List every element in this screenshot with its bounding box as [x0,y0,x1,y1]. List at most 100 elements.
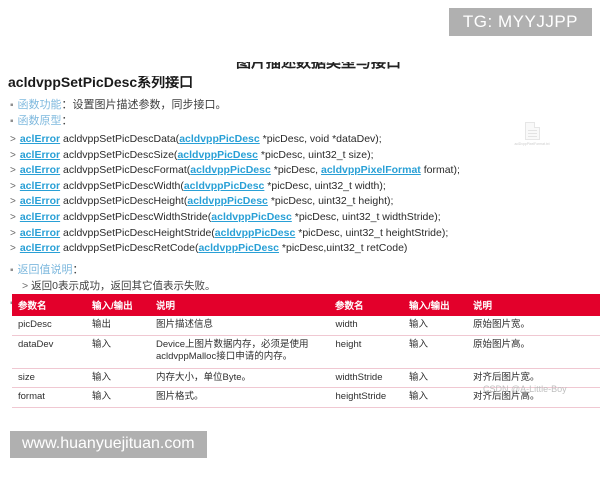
table-header-row: 参数名 输入/输出 说明 参数名 输入/输出 说明 [12,294,600,316]
prototype-tail: *picDesc, uint32_t width); [264,179,386,192]
chevron-right-icon: > [10,243,16,255]
cell-param-name-left: dataDev [12,335,86,369]
type-link-aclerror[interactable]: aclError [19,133,61,145]
prototype-name: acldvppSetPicDescFormat( [60,164,191,177]
file-icon [524,122,540,140]
type-link-aclerror[interactable]: aclError [19,226,61,239]
type-link-picdesc[interactable]: acldvppPicDesc [183,179,265,192]
prototype-name: acldvppSetPicDescSize( [60,148,178,161]
function-purpose-line: ▪ 函数功能：设置图片描述参数，同步接口。 [10,98,480,113]
column-header-io-left: 输入/输出 [86,294,150,316]
type-link-aclerror[interactable]: aclError [19,164,61,177]
prototype-name: acldvppSetPicDescWidthStride( [60,210,212,223]
prototype-item: > aclError acldvppSetPicDescWidth(acldvpp… [10,179,480,195]
cell-desc-right: 对齐后图片宽。 [467,368,600,388]
type-link-aclerror[interactable]: aclError [19,179,61,192]
function-purpose-label: 函数功能 [17,99,62,111]
cell-param-name-right: heightStride [328,387,403,408]
cell-param-name-right: widthStride [328,368,403,388]
chevron-right-icon: > [10,211,16,223]
function-prototype-label: 函数原型 [17,115,62,127]
cell-io-right: 输入 [403,316,467,336]
cell-param-name-right: height [328,335,403,369]
chevron-right-icon: > [10,134,16,145]
prototype-tail: *picDesc,uint32_t retCode) [279,242,408,255]
type-link-aclerror[interactable]: aclError [19,195,61,208]
parameter-table: 参数名 输入/输出 说明 参数名 输入/输出 说明 picDesc 输出 图片描… [12,294,600,408]
type-link-picdesc[interactable]: acldvppPicDesc [211,210,292,223]
column-header-desc-right: 说明 [467,294,600,316]
column-header-param-name-left: 参数名 [12,294,86,316]
type-link-picdesc[interactable]: acldvppPicDesc [187,195,268,208]
prototype-tail: *picDesc, uint32_t widthStride); [291,210,441,223]
function-prototype-line: ▪ 函数原型： [10,114,480,129]
prototype-item: > aclError acldvppSetPicDescSize(acldvppP… [10,148,480,164]
type-link-picdesc[interactable]: acldvppPicDesc [190,164,271,177]
column-header-desc-left: 说明 [150,294,329,316]
type-link-picdesc[interactable]: acldvppPicDesc [214,226,296,239]
prototype-tail: *picDesc, void *dataDev); [259,133,382,145]
type-link-picdesc[interactable]: acldvppPicDesc [179,133,260,145]
prototype-tail: *picDesc, uint32_t size); [257,148,374,161]
cell-desc-left: Device上图片数据内存，必须是使用acldvppMalloc接口申请的内存。 [150,335,329,369]
prototype-list: > aclError acldvppSetPicDescData(acldvppP… [10,132,480,257]
table-row: picDesc 输出 图片描述信息 width 输入 原始图片宽。 [12,316,600,336]
bullet-icon: ▪ [10,116,14,127]
cell-desc-left: 图片格式。 [150,387,329,408]
table-row: size 输入 内存大小，单位Byte。 widthStride 输入 对齐后图… [12,368,600,388]
bullet-icon: ▪ [10,100,14,111]
prototype-tail: *picDesc, uint32_t height); [267,195,394,208]
function-purpose-text: 设置图片描述参数，同步接口。 [72,99,227,111]
cell-desc-right: 对齐后图片高。 [467,387,600,408]
table-row: dataDev 输入 Device上图片数据内存，必须是使用acldvppMal… [12,335,600,369]
colon-2: ： [61,115,73,127]
prototype-item: > aclError acldvppSetPicDescRetCode(acldv… [10,241,480,257]
cell-param-name-right: width [328,316,403,336]
cell-io-left: 输出 [86,316,150,336]
prototype-name: acldvppSetPicDescHeightStride( [60,226,215,239]
attachment-thumbnail[interactable]: aclDvppPixelFormat.txt [500,122,564,146]
table-row: format 输入 图片格式。 heightStride 输入 对齐后图片高。 [12,387,600,408]
cell-desc-left: 内存大小，单位Byte。 [150,368,329,388]
prototype-name: acldvppSetPicDescHeight( [60,195,188,208]
chevron-right-icon: > [10,227,16,239]
cell-param-name-left: format [12,387,86,408]
chevron-right-icon: > [10,196,16,208]
prototype-item: > aclError acldvppSetPicDescData(acldvppP… [10,132,480,148]
bullet-icon: ▪ [10,264,14,276]
cell-desc-right: 原始图片宽。 [467,316,600,336]
content-block: ▪ 函数功能：设置图片描述参数，同步接口。 ▪ 函数原型： > aclError ac… [10,98,480,312]
type-link-aclerror[interactable]: aclError [19,148,61,161]
website-url-banner: www.huanyuejituan.com [10,431,207,458]
type-link-aclerror[interactable]: aclError [19,210,61,223]
colon-1: ： [61,99,73,111]
colon-3: ： [72,263,84,276]
prototype-item: > aclError acldvppSetPicDescHeightStride(… [10,226,480,242]
type-link-picdesc[interactable]: acldvppPicDesc [198,242,279,255]
type-link-aclerror[interactable]: aclError [19,242,61,255]
cell-desc-right: 原始图片高。 [467,335,600,369]
return-value-text-line: > 返回0表示成功，返回其它值表示失败。 [10,279,480,294]
clipped-heading: 图片描述数据类型与接口 [236,62,402,71]
chevron-right-icon: > [10,180,16,192]
prototype-tail-2: format); [420,164,460,177]
cell-io-left: 输入 [86,335,150,369]
type-link-pixelformat[interactable]: acldvppPixelFormat [321,164,421,177]
prototype-name: acldvppSetPicDescData( [60,133,180,145]
column-header-io-right: 输入/输出 [403,294,467,316]
cell-param-name-left: picDesc [12,316,86,336]
cell-io-left: 输入 [86,368,150,388]
prototype-item: > aclError acldvppSetPicDescFormat(acldvp… [10,163,480,179]
return-value-label: 返回值说明 [17,263,73,276]
page-title: acldvppSetPicDesc系列接口 [8,76,194,90]
cell-io-right: 输入 [403,368,467,388]
prototype-tail: *picDesc, [270,164,321,177]
prototype-item: > aclError acldvppSetPicDescHeight(acldvp… [10,194,480,210]
chevron-right-icon: > [10,165,16,177]
cell-io-right: 输入 [403,387,467,408]
cell-desc-left: 图片描述信息 [150,316,329,336]
return-value-line: ▪ 返回值说明： [10,263,480,278]
cell-param-name-left: size [12,368,86,388]
type-link-picdesc[interactable]: acldvppPicDesc [177,148,258,161]
